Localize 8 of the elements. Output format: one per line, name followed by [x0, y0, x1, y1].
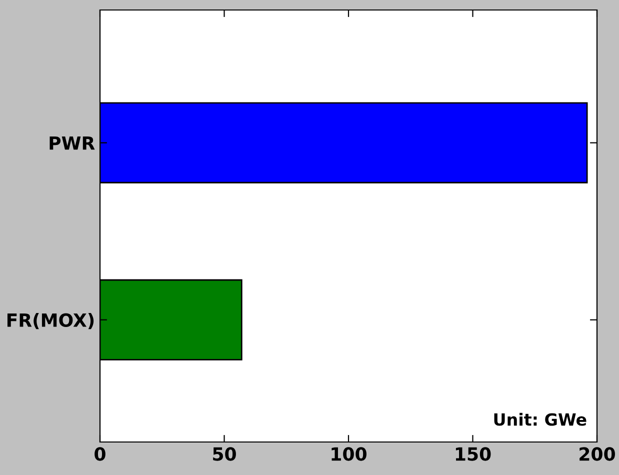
y-tick-label: PWR [50, 136, 95, 150]
x-tick-label: 50 [213, 447, 236, 461]
x-tick-label: 100 [332, 447, 366, 461]
x-tick-label: 200 [580, 447, 615, 461]
annotation: Unit: GWe [494, 412, 586, 426]
x-tick-label: 150 [456, 447, 491, 461]
x-tick-label: 0 [94, 447, 106, 461]
y-tick-label: FR(MOX) [7, 312, 94, 330]
